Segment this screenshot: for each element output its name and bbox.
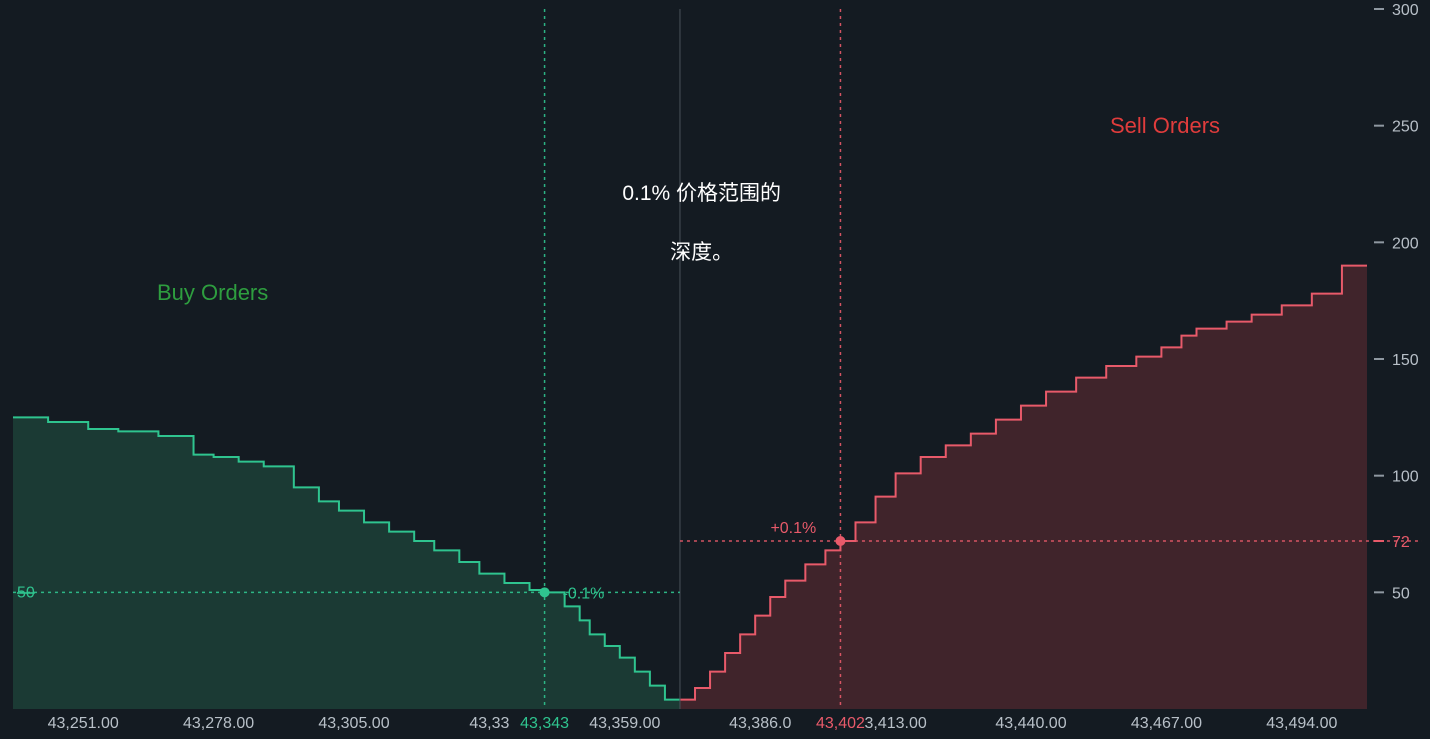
svg-text:43,305.00: 43,305.00 <box>318 715 389 732</box>
svg-text:100: 100 <box>1392 469 1419 486</box>
svg-text:43,278.00: 43,278.00 <box>183 715 254 732</box>
svg-text:-0.1%: -0.1% <box>563 585 605 602</box>
sell-orders-label: Sell Orders <box>1110 113 1220 139</box>
svg-text:50: 50 <box>1392 585 1410 602</box>
buy-orders-label: Buy Orders <box>157 280 268 306</box>
svg-text:43,386.0: 43,386.0 <box>729 715 791 732</box>
svg-text:250: 250 <box>1392 119 1419 136</box>
depth-chart-svg: -0.1% 50 +0.1% 50 100 150 200 250 300 72 43,251.00… <box>0 0 1430 739</box>
svg-text:43,494.00: 43,494.00 <box>1266 715 1337 732</box>
depth-chart[interactable]: -0.1% 50 +0.1% 50 100 150 200 250 300 72 43,251.00… <box>0 0 1430 739</box>
svg-text:43,402: 43,402 <box>816 715 865 732</box>
svg-text:43,33: 43,33 <box>469 715 509 732</box>
svg-text:43,359.00: 43,359.00 <box>589 715 660 732</box>
depth-range-line1: 0.1% 价格范围的 <box>622 182 781 205</box>
svg-text:200: 200 <box>1392 235 1419 252</box>
svg-text:43,251.00: 43,251.00 <box>48 715 119 732</box>
depth-range-line2: 深度。 <box>670 241 733 264</box>
svg-text:150: 150 <box>1392 352 1419 369</box>
svg-text:3,413.00: 3,413.00 <box>864 715 926 732</box>
depth-range-label: 0.1% 价格范围的 深度。 <box>560 150 820 297</box>
svg-text:50: 50 <box>17 584 35 601</box>
svg-text:43,343: 43,343 <box>520 715 569 732</box>
svg-text:72: 72 <box>1392 534 1410 551</box>
svg-text:43,440.00: 43,440.00 <box>995 715 1066 732</box>
svg-text:300: 300 <box>1392 2 1419 19</box>
svg-text:43,467.00: 43,467.00 <box>1131 715 1202 732</box>
svg-text:+0.1%: +0.1% <box>770 520 816 537</box>
